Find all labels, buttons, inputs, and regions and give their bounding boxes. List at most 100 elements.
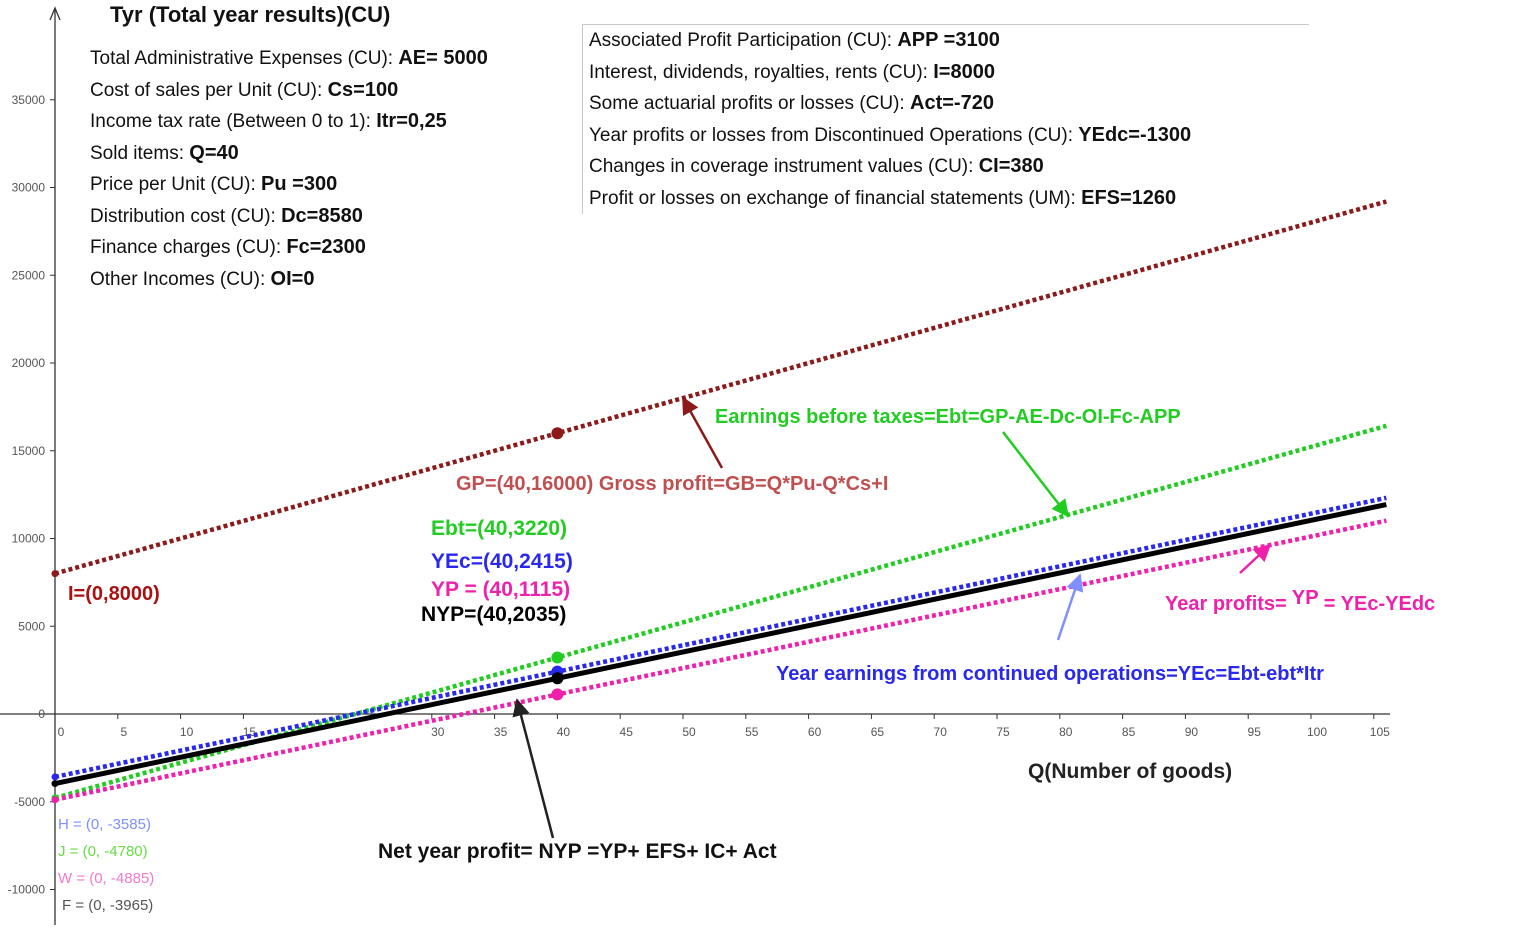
param-right-label: Year profits or losses from Discontinued… [589,124,1079,146]
x-tick-label: 5 [120,725,127,739]
y-tick-label: 30000 [12,181,46,195]
yec-formula: Year earnings from continued operations=… [776,663,1324,685]
w-point-label: W = (0, -4885) [58,870,155,887]
param-left-row: Price per Unit (CU): Pu =300 [90,169,488,201]
y-tick-label: 10000 [12,532,46,546]
annotation-arrows [512,396,1272,839]
x-tick-label: 85 [1122,725,1136,739]
x-tick-label: 15 [243,725,257,739]
yp-formula-part-c: = YEc-YEdc [1318,593,1436,615]
param-right-label: Profit or losses on exchange of financia… [589,187,1082,209]
series-line-yec [54,495,1387,780]
y-tick-label: 15000 [12,444,46,458]
x-tick-label: 10 [180,725,194,739]
param-right-row: Profit or losses on exchange of financia… [589,183,1309,215]
series-group [51,199,1387,804]
param-left-row: Finance charges (CU): Fc=2300 [90,232,488,264]
y-axis-arrow [49,6,61,21]
param-right-label: Changes in coverage instrument values (C… [589,156,979,177]
y-tick-label: -5000 [14,795,45,809]
param-left-row: Total Administrative Expenses (CU): AE= … [90,43,488,75]
param-left-value: Dc=8580 [281,204,363,227]
param-right-value: I=8000 [933,60,995,83]
h-point-label: H = (0, -3585) [58,816,151,833]
x-axis-label: Q(Number of goods) [1028,760,1233,783]
x-tick-label: 95 [1248,725,1262,739]
x-tick-label: 0 [58,725,65,739]
param-left-label: Cost of sales per Unit (CU): [90,79,328,101]
series-intercept-nyp [51,780,59,788]
ebt-annotation-arrow [1002,431,1070,518]
series-point-gp [551,427,564,440]
param-right-value: EFS=1260 [1081,186,1177,209]
param-left-value: Q=40 [189,141,239,164]
x-tick-label: 60 [808,725,822,739]
param-right-label: Some actuarial profits or losses (CU): [589,93,910,114]
series-intercept-gp [51,570,59,578]
param-left-label: Total Administrative Expenses (CU): [90,48,399,69]
x-tick-label: 55 [745,725,759,739]
x-tick-label: 105 [1370,725,1390,739]
param-left-label: Other Incomes (CU): [90,268,271,290]
yec-point-label: YEc=(40,2415) [431,550,573,573]
param-left-row: Distribution cost (CU): Dc=8580 [90,201,488,233]
yp-formula-part-b: YP [1291,587,1319,609]
axes: 0 5 10 15 30 35 40 45 50 55 60 65 70 75 80 85 90 95 100 105… [0,6,1390,925]
param-left-value: Pu =300 [261,173,338,195]
nyp-annotation-arrow [512,698,555,839]
series-line-nyp [54,502,1387,787]
param-left-label: Finance charges (CU): [90,237,287,258]
nyp-formula: Net year profit= NYP =YP+ EFS+ IC+ Act [378,840,777,863]
right-parameters-panel: Associated Profit Participation (CU): AP… [582,24,1309,214]
y-tick-label: 20000 [12,356,46,370]
ebt-formula: Earnings before taxes=Ebt=GP-AE-Dc-OI-Fc… [715,406,1181,428]
yec-annotation-arrow [1056,573,1084,641]
x-tick-label: 90 [1185,725,1199,739]
gp-label: GP=(40,16000) Gross profit=GB=Q*Pu-Q*Cs+… [456,473,889,495]
y-tick-label: 5000 [18,619,45,633]
series-intercept-yec [51,773,59,781]
left-parameters-panel: Total Administrative Expenses (CU): AE= … [90,43,488,295]
param-right-row: Year profits or losses from Discontinued… [589,120,1309,152]
param-left-label: Sold items: [90,142,190,164]
x-tick-label: 100 [1307,725,1327,739]
param-right-value: YEdc=-1300 [1078,123,1192,146]
x-tick-label: 35 [494,725,508,739]
series-point-yp [551,688,564,701]
series-line-gp [54,199,1387,576]
param-right-value: CI=380 [978,155,1044,177]
param-left-value: Itr=0,25 [376,110,447,132]
param-right-label: Associated Profit Participation (CU): [589,30,898,51]
yp-formula-part-a: Year profits= [1165,593,1292,615]
param-left-value: AE= 5000 [398,47,488,69]
param-right-row: Associated Profit Participation (CU): AP… [589,25,1309,57]
x-tick-label: 70 [934,725,948,739]
x-tick-label: 45 [620,725,634,739]
ebt-point-label: Ebt=(40,3220) [431,517,567,540]
series-point-nyp [551,672,564,685]
x-tick-label: 40 [557,725,571,739]
param-left-row: Other Incomes (CU): OI=0 [90,264,488,296]
x-tick-label: 80 [1059,725,1073,739]
gp-annotation-arrow [681,396,724,469]
x-tick-label: 50 [682,725,696,739]
param-left-value: Fc=2300 [286,236,366,258]
yp-formula: Year profits= YP = YEc-YEdc [1165,587,1436,616]
y-tick-label: 25000 [12,268,46,282]
x-tick-label: 75 [996,725,1010,739]
param-left-row: Income tax rate (Between 0 to 1): Itr=0,… [90,106,488,138]
param-left-row: Sold items: Q=40 [90,138,488,170]
param-left-value: Cs=100 [327,78,399,101]
x-tick-label: 30 [431,725,445,739]
param-left-row: Cost of sales per Unit (CU): Cs=100 [90,75,488,107]
j-point-label: J = (0, -4780) [58,843,148,860]
yp-annotation-arrow [1239,543,1272,574]
param-left-label: Income tax rate (Between 0 to 1): [90,111,377,132]
i-point-label: I=(0,8000) [68,583,160,605]
series-line-yp [54,518,1387,802]
y-tick-label: -10000 [8,883,46,897]
param-right-row: Some actuarial profits or losses (CU): A… [589,88,1309,120]
param-right-value: APP =3100 [897,29,1000,51]
series-intercept-yp [51,796,59,804]
